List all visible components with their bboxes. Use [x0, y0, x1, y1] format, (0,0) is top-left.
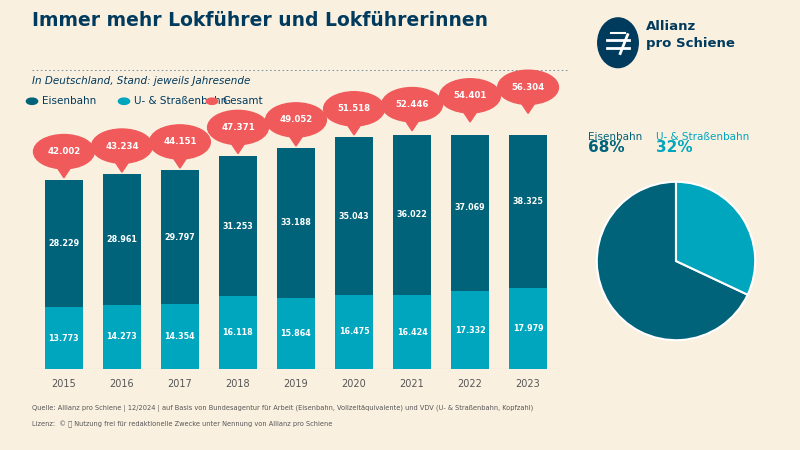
Text: 2015: 2015: [51, 379, 76, 389]
Text: 2019: 2019: [284, 379, 308, 389]
Text: 54.401: 54.401: [454, 91, 486, 100]
Text: 2022: 2022: [458, 379, 482, 389]
Text: 44.151: 44.151: [163, 137, 197, 146]
Text: 14.273: 14.273: [106, 333, 138, 342]
Text: 2017: 2017: [167, 379, 192, 389]
Text: 43.234: 43.234: [105, 142, 138, 151]
Bar: [219, 156, 257, 297]
Wedge shape: [676, 182, 755, 295]
Bar: [510, 288, 547, 369]
Text: 52.446: 52.446: [395, 100, 429, 109]
Bar: [45, 180, 82, 307]
Bar: [161, 304, 199, 369]
Text: 56.304: 56.304: [511, 83, 545, 92]
Text: 29.797: 29.797: [165, 233, 195, 242]
Circle shape: [598, 18, 638, 68]
Text: 35.043: 35.043: [338, 212, 370, 220]
Text: U- & Straßenbahn: U- & Straßenbahn: [656, 132, 750, 142]
Bar: [103, 175, 141, 305]
Text: 2018: 2018: [226, 379, 250, 389]
Text: 2021: 2021: [400, 379, 425, 389]
Text: 42.002: 42.002: [47, 147, 81, 156]
Text: 49.052: 49.052: [279, 115, 313, 124]
Text: 2020: 2020: [342, 379, 366, 389]
Text: 13.773: 13.773: [49, 333, 79, 342]
Text: In Deutschland, Stand: jeweils Jahresende: In Deutschland, Stand: jeweils Jahresend…: [32, 76, 250, 86]
Text: 38.325: 38.325: [513, 198, 543, 207]
Text: Allianz
pro Schiene: Allianz pro Schiene: [646, 20, 735, 50]
Text: 2023: 2023: [516, 379, 541, 389]
Text: 33.188: 33.188: [281, 218, 311, 227]
Text: 16.424: 16.424: [397, 328, 427, 337]
Bar: [335, 137, 373, 295]
Text: 17.979: 17.979: [513, 324, 543, 333]
Bar: [45, 307, 82, 369]
Text: 37.069: 37.069: [454, 203, 486, 212]
Text: 16.475: 16.475: [338, 328, 370, 337]
Text: 68%: 68%: [588, 140, 625, 155]
Wedge shape: [597, 182, 748, 340]
Text: Gesamt: Gesamt: [222, 96, 263, 106]
Text: 28.961: 28.961: [106, 235, 138, 244]
Text: U- & Straßenbahn: U- & Straßenbahn: [134, 96, 228, 106]
Text: Eisenbahn: Eisenbahn: [42, 96, 97, 106]
Bar: [219, 297, 257, 369]
Bar: [277, 148, 315, 297]
Text: 15.864: 15.864: [281, 329, 311, 338]
Text: Immer mehr Lokführer und Lokführerinnen: Immer mehr Lokführer und Lokführerinnen: [32, 11, 488, 30]
Text: 32%: 32%: [656, 140, 693, 155]
Text: Lizenz:  © ⓘ Nutzung frei für redaktionelle Zwecke unter Nennung von Allianz pro: Lizenz: © ⓘ Nutzung frei für redaktionel…: [32, 421, 332, 428]
Text: 2016: 2016: [110, 379, 134, 389]
Text: 28.229: 28.229: [48, 239, 79, 248]
Bar: [277, 297, 315, 369]
Text: 16.118: 16.118: [222, 328, 254, 337]
Text: 17.332: 17.332: [454, 325, 486, 334]
Text: 36.022: 36.022: [397, 210, 427, 219]
Text: 51.518: 51.518: [338, 104, 370, 113]
Text: Eisenbahn: Eisenbahn: [588, 132, 642, 142]
Text: 31.253: 31.253: [222, 222, 254, 231]
Bar: [335, 295, 373, 369]
Bar: [451, 291, 489, 369]
Text: 47.371: 47.371: [221, 123, 255, 132]
Bar: [393, 133, 431, 295]
Bar: [451, 124, 489, 291]
Bar: [103, 305, 141, 369]
Bar: [161, 170, 199, 304]
Text: Quelle: Allianz pro Schiene | 12/2024 | auf Basis von Bundesagentur für Arbeit (: Quelle: Allianz pro Schiene | 12/2024 | …: [32, 405, 534, 412]
Bar: [510, 116, 547, 288]
Text: 14.354: 14.354: [165, 332, 195, 341]
Bar: [393, 295, 431, 369]
